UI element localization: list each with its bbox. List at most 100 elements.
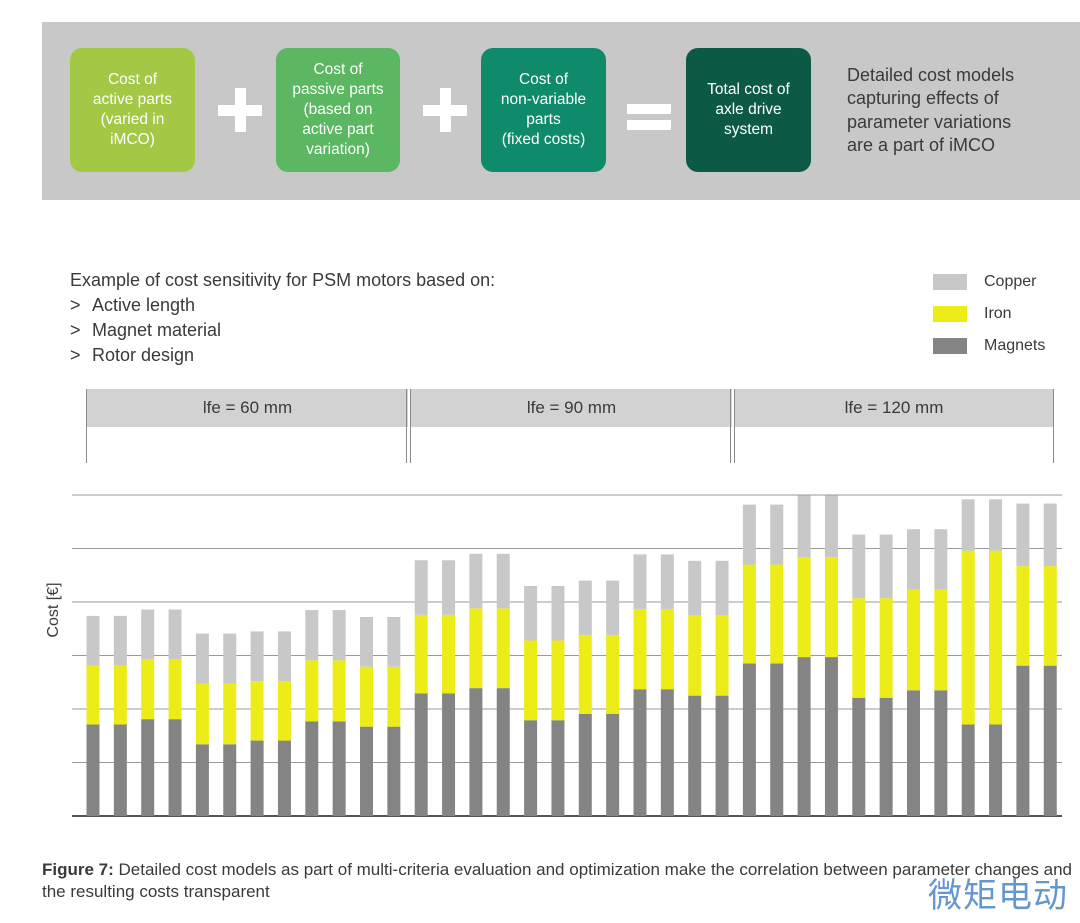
bar-segment-magnets-17: [524, 720, 538, 817]
legend-label: Copper: [984, 273, 1037, 290]
bar-segment-magnets-18: [551, 720, 565, 817]
bar-segment-magnets-2: [113, 724, 127, 816]
bar-segment-magnets-10: [332, 721, 346, 817]
bar-segment-iron-12: [387, 666, 401, 727]
bar-segment-iron-26: [770, 564, 784, 664]
bar-segment-iron-10: [332, 660, 346, 722]
bar-segment-magnets-23: [688, 695, 702, 817]
bar-segment-iron-5: [195, 683, 209, 745]
watermark: 微矩电动: [928, 876, 1068, 916]
bar-segment-magnets-12: [387, 726, 401, 816]
bar-segment-magnets-22: [660, 689, 674, 816]
bar-segment-copper-28: [824, 495, 838, 558]
equation-banner: Cost of active parts (varied in iMCO) Co…: [42, 22, 1080, 200]
bar-segment-copper-36: [1043, 503, 1057, 567]
bar-segment-iron-11: [360, 666, 373, 727]
bar-segment-copper-17: [524, 585, 538, 641]
bar-segment-magnets-5: [195, 744, 209, 816]
group-label: lfe = 90 mm: [411, 389, 732, 427]
bar-segment-iron-17: [524, 640, 538, 721]
total-cost-box: Total cost of axle drive system: [686, 48, 811, 172]
bar-segment-magnets-34: [989, 724, 1003, 816]
bar-segment-copper-19: [578, 580, 592, 636]
bar-segment-magnets-32: [934, 690, 948, 816]
bar-segment-magnets-19: [578, 713, 592, 816]
group-label: lfe = 60 mm: [87, 389, 408, 427]
passive-parts-box: Cost of passive parts (based on active p…: [276, 48, 400, 172]
bar-segment-iron-27: [797, 557, 811, 658]
bar-segment-magnets-13: [414, 693, 428, 817]
bar-segment-copper-10: [332, 610, 346, 661]
bar-segment-iron-8: [277, 681, 291, 741]
bar-segment-iron-31: [907, 589, 920, 691]
bar-segment-copper-29: [852, 534, 866, 599]
bar-segment-copper-25: [742, 504, 756, 565]
group-label: lfe = 120 mm: [735, 389, 1053, 427]
stacked-bar-chart: [72, 494, 1062, 817]
bar-segment-magnets-11: [360, 726, 373, 816]
bar-segment-magnets-26: [770, 663, 784, 816]
bar-segment-iron-2: [113, 665, 127, 725]
bar-segment-magnets-31: [907, 690, 920, 816]
bar-segment-magnets-8: [277, 740, 291, 816]
intro-text: Example of cost sensitivity for PSM moto…: [70, 268, 495, 368]
intro-bullet: > Active length: [70, 295, 196, 315]
bar-segment-magnets-29: [852, 697, 866, 816]
bar-segment-copper-20: [606, 580, 620, 636]
bar-segment-magnets-3: [141, 719, 155, 816]
bar-segment-iron-15: [469, 608, 483, 689]
bar-segment-copper-33: [961, 499, 975, 551]
bar-segment-magnets-1: [86, 724, 100, 816]
bar-segment-copper-30: [879, 534, 893, 599]
caption-text: Detailed cost models as part of multi-cr…: [42, 860, 1072, 901]
bar-segment-iron-34: [989, 550, 1003, 725]
bar-segment-iron-18: [551, 640, 565, 721]
group-header-band: lfe = 60 mm lfe = 90 mm lfe = 120 mm: [86, 389, 1054, 463]
active-parts-box: Cost of active parts (varied in iMCO): [70, 48, 195, 172]
plus-icon: [218, 88, 262, 132]
bar-segment-copper-24: [715, 560, 729, 616]
bar-segment-copper-35: [1016, 503, 1030, 567]
figure-caption: Figure 7: Detailed cost models as part o…: [42, 859, 1072, 903]
intro-bullet: > Magnet material: [70, 320, 222, 340]
legend-swatch-magnets: [933, 338, 967, 354]
bar-segment-magnets-30: [879, 697, 893, 816]
bar-segment-iron-32: [934, 589, 948, 691]
bar-segment-copper-2: [113, 615, 127, 666]
legend-item-iron: Iron: [933, 298, 1045, 330]
bar-segment-copper-12: [387, 616, 401, 667]
bar-segment-iron-6: [223, 683, 237, 745]
bar-segment-magnets-21: [633, 689, 647, 816]
bar-segment-copper-31: [907, 529, 920, 590]
bar-segment-iron-7: [250, 681, 264, 741]
bar-segment-copper-4: [168, 609, 182, 660]
bar-segment-iron-35: [1016, 566, 1030, 666]
bar-segment-iron-3: [141, 659, 155, 720]
bar-segment-copper-23: [688, 560, 702, 616]
bar-segment-copper-26: [770, 504, 784, 565]
bar-segment-copper-21: [633, 554, 647, 609]
chart-legend: Copper Iron Magnets: [933, 266, 1045, 362]
bar-segment-magnets-36: [1043, 665, 1057, 816]
group-lfe-60: lfe = 60 mm: [86, 389, 408, 463]
bar-segment-iron-28: [824, 557, 838, 658]
bar-segment-magnets-35: [1016, 665, 1030, 816]
bar-segment-magnets-9: [305, 721, 319, 817]
bar-segment-copper-3: [141, 609, 155, 660]
bar-segment-copper-5: [195, 633, 209, 684]
legend-label: Magnets: [984, 337, 1046, 354]
legend-item-copper: Copper: [933, 266, 1045, 298]
bar-segment-iron-4: [168, 659, 182, 720]
bar-segment-iron-36: [1043, 566, 1057, 666]
bar-segment-copper-8: [277, 631, 291, 682]
bar-segment-iron-25: [742, 564, 756, 664]
bar-segment-copper-22: [660, 554, 674, 609]
bar-segment-copper-15: [469, 553, 483, 609]
bar-segment-copper-34: [989, 499, 1003, 551]
legend-swatch-copper: [933, 274, 967, 290]
banner-note: Detailed cost models capturing effects o…: [847, 65, 1015, 156]
plus-icon: [423, 88, 467, 132]
bar-segment-iron-24: [715, 615, 729, 696]
intro-bullet: > Rotor design: [70, 345, 195, 365]
bar-segment-magnets-28: [824, 657, 838, 816]
